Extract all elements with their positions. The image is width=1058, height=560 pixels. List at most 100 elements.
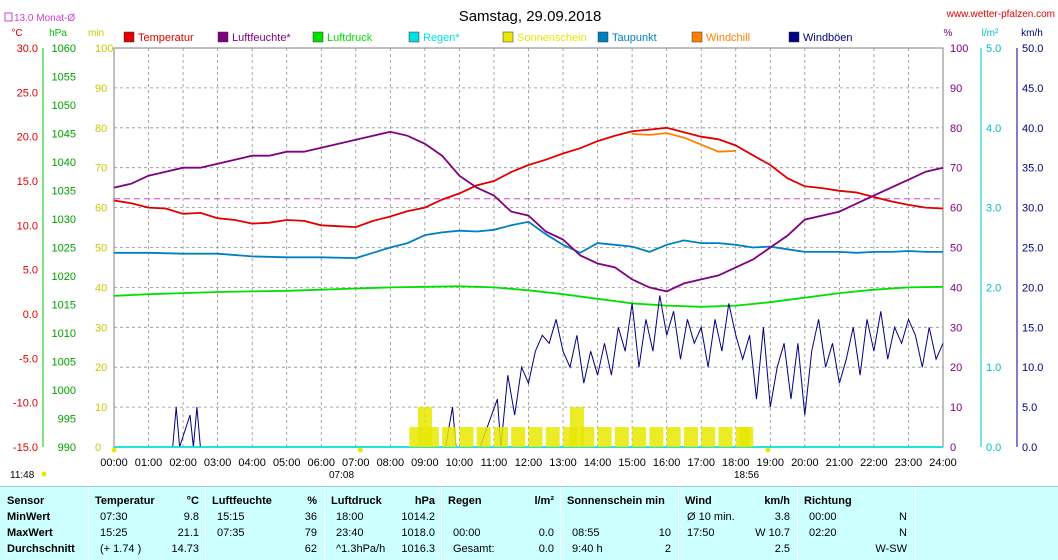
legend-swatch (788, 31, 800, 43)
rain-axis-tick: 0.0 (986, 442, 1001, 454)
table-cell-t-time: 15:25 (100, 527, 128, 539)
table-cell-h-time: 07:35 (217, 527, 245, 539)
wind-axis-tick: 40.0 (1022, 123, 1043, 135)
table-cell-t-time: 07:30 (100, 511, 128, 523)
sun-bar (666, 427, 681, 447)
x-tick: 12:00 (515, 457, 543, 469)
x-tick: 20:00 (791, 457, 819, 469)
wind-axis-tick: 20.0 (1022, 282, 1043, 294)
unit-humidity: % (944, 28, 953, 39)
legend-label: Luftdruck (327, 32, 373, 44)
pressure-axis-tick: 990 (58, 442, 76, 454)
table-cell-r-time: 00:00 (453, 527, 481, 539)
sun-marker (111, 447, 117, 453)
legend-swatch (691, 31, 703, 43)
table-cell-label: Durchschnitt (7, 543, 75, 555)
table-cell-t-val: 21.1 (177, 527, 199, 539)
sun-axis-tick: 30 (95, 322, 107, 334)
table-cell-p-val: 1018.0 (401, 527, 435, 539)
table-cell-p-time: 23:40 (336, 527, 364, 539)
series-windböen-line (114, 295, 944, 448)
legend-label: Sonnenschein (517, 32, 587, 44)
sunset-label: 18:56 (734, 470, 759, 481)
legend-swatch (123, 31, 135, 43)
hdr-hum-unit: % (307, 495, 317, 507)
sun-axis-tick: 20 (95, 362, 107, 374)
temp-axis-tick: 15.0 (17, 176, 38, 188)
humidity-axis-tick: 10 (950, 402, 962, 414)
hdr-rain: Regen (448, 495, 482, 507)
axes: 30.0 25.0 20.0 15.0 10.0 5.0 0.0 -5.0 -10.0 -15.0… (13, 43, 1044, 469)
pressure-axis-tick: 1010 (52, 328, 76, 340)
table-cell-w-val: 2.5 (774, 543, 790, 555)
sun-bar (683, 427, 698, 447)
temp-axis-tick: 20.0 (17, 132, 38, 144)
wind-axis-tick: 10.0 (1022, 362, 1043, 374)
x-tick: 14:00 (584, 457, 612, 469)
x-tick: 18:00 (722, 457, 750, 469)
legend-label: Windchill (706, 32, 750, 44)
x-tick: 17:00 (687, 457, 715, 469)
rain-axis-tick: 1.0 (986, 362, 1001, 374)
sun-bar (424, 427, 439, 447)
humidity-axis-tick: 50 (950, 243, 962, 255)
wind-axis-tick: 0.0 (1022, 442, 1037, 454)
temp-axis-tick: 30.0 (17, 43, 38, 55)
humidity-axis-tick: 70 (950, 163, 962, 175)
table-cell-r-val: 0.0 (538, 527, 554, 539)
x-tick: 07:00 (342, 457, 370, 469)
sun-bar (597, 427, 612, 447)
hdr-sun: Sonnenschein min (567, 495, 665, 507)
unit-pressure: hPa (49, 28, 67, 39)
table-cell-s-val: 2 (664, 543, 671, 555)
table-cell-label: MaxWert (7, 527, 53, 539)
sun-bar (493, 427, 508, 447)
x-tick: 06:00 (307, 457, 335, 469)
temp-axis-tick: 10.0 (17, 220, 38, 232)
site-link[interactable]: www.wetter-pfalzen.com (946, 9, 1055, 20)
legend-label: Luftfeuchte* (232, 32, 291, 44)
x-tick: 15:00 (618, 457, 646, 469)
pressure-axis-tick: 1035 (52, 186, 76, 198)
hdr-rain-unit: l/m² (534, 495, 554, 507)
wind-axis-tick: 15.0 (1022, 322, 1043, 334)
humidity-axis-tick: 30 (950, 322, 962, 334)
temp-axis-tick: 25.0 (17, 87, 38, 99)
wind-axis-tick: 25.0 (1022, 243, 1043, 255)
sun-axis-tick: 10 (95, 402, 107, 414)
hdr-temp-unit: °C (186, 495, 199, 507)
sun-marker (357, 447, 363, 453)
sun-bar (511, 427, 526, 447)
table-cell-r-val: 0.0 (538, 543, 554, 555)
sun-bar (442, 427, 457, 447)
legend-label: Regen* (423, 32, 460, 44)
wind-axis-tick: 30.0 (1022, 203, 1043, 215)
sun-bar (580, 427, 595, 447)
sun-bar (632, 427, 647, 447)
x-tick: 09:00 (411, 457, 439, 469)
pressure-axis-tick: 1020 (52, 271, 76, 283)
pressure-axis-tick: 1030 (52, 214, 76, 226)
x-tick: 19:00 (757, 457, 785, 469)
rain-axis-tick: 5.0 (986, 43, 1001, 55)
x-tick: 05:00 (273, 457, 301, 469)
sunrise-label: 07:08 (329, 470, 354, 481)
wind-axis-tick: 50.0 (1022, 43, 1043, 55)
wind-axis-tick: 35.0 (1022, 163, 1043, 175)
humidity-axis-tick: 90 (950, 83, 962, 95)
humidity-axis-tick: 80 (950, 123, 962, 135)
table-cell-d-time: 00:00 (809, 511, 837, 523)
temp-axis-tick: -10.0 (13, 398, 38, 410)
table-cell-t-time: (+ 1.74 ) (100, 543, 142, 555)
humidity-axis-tick: 100 (950, 43, 968, 55)
x-tick: 21:00 (826, 457, 854, 469)
x-tick: 11:00 (481, 457, 508, 469)
pressure-axis-tick: 1050 (52, 100, 76, 112)
avg-legend-label: 13.0 Monat-Ø (14, 13, 75, 24)
temp-axis-tick: -5.0 (19, 353, 38, 365)
table-cell-p-val: 1014.2 (401, 511, 435, 523)
hdr-wind-unit: km/h (764, 495, 790, 507)
table-cell-w-time: 17:50 (687, 527, 715, 539)
series-windchill-line (632, 132, 736, 153)
unit-sun: min (88, 28, 104, 39)
